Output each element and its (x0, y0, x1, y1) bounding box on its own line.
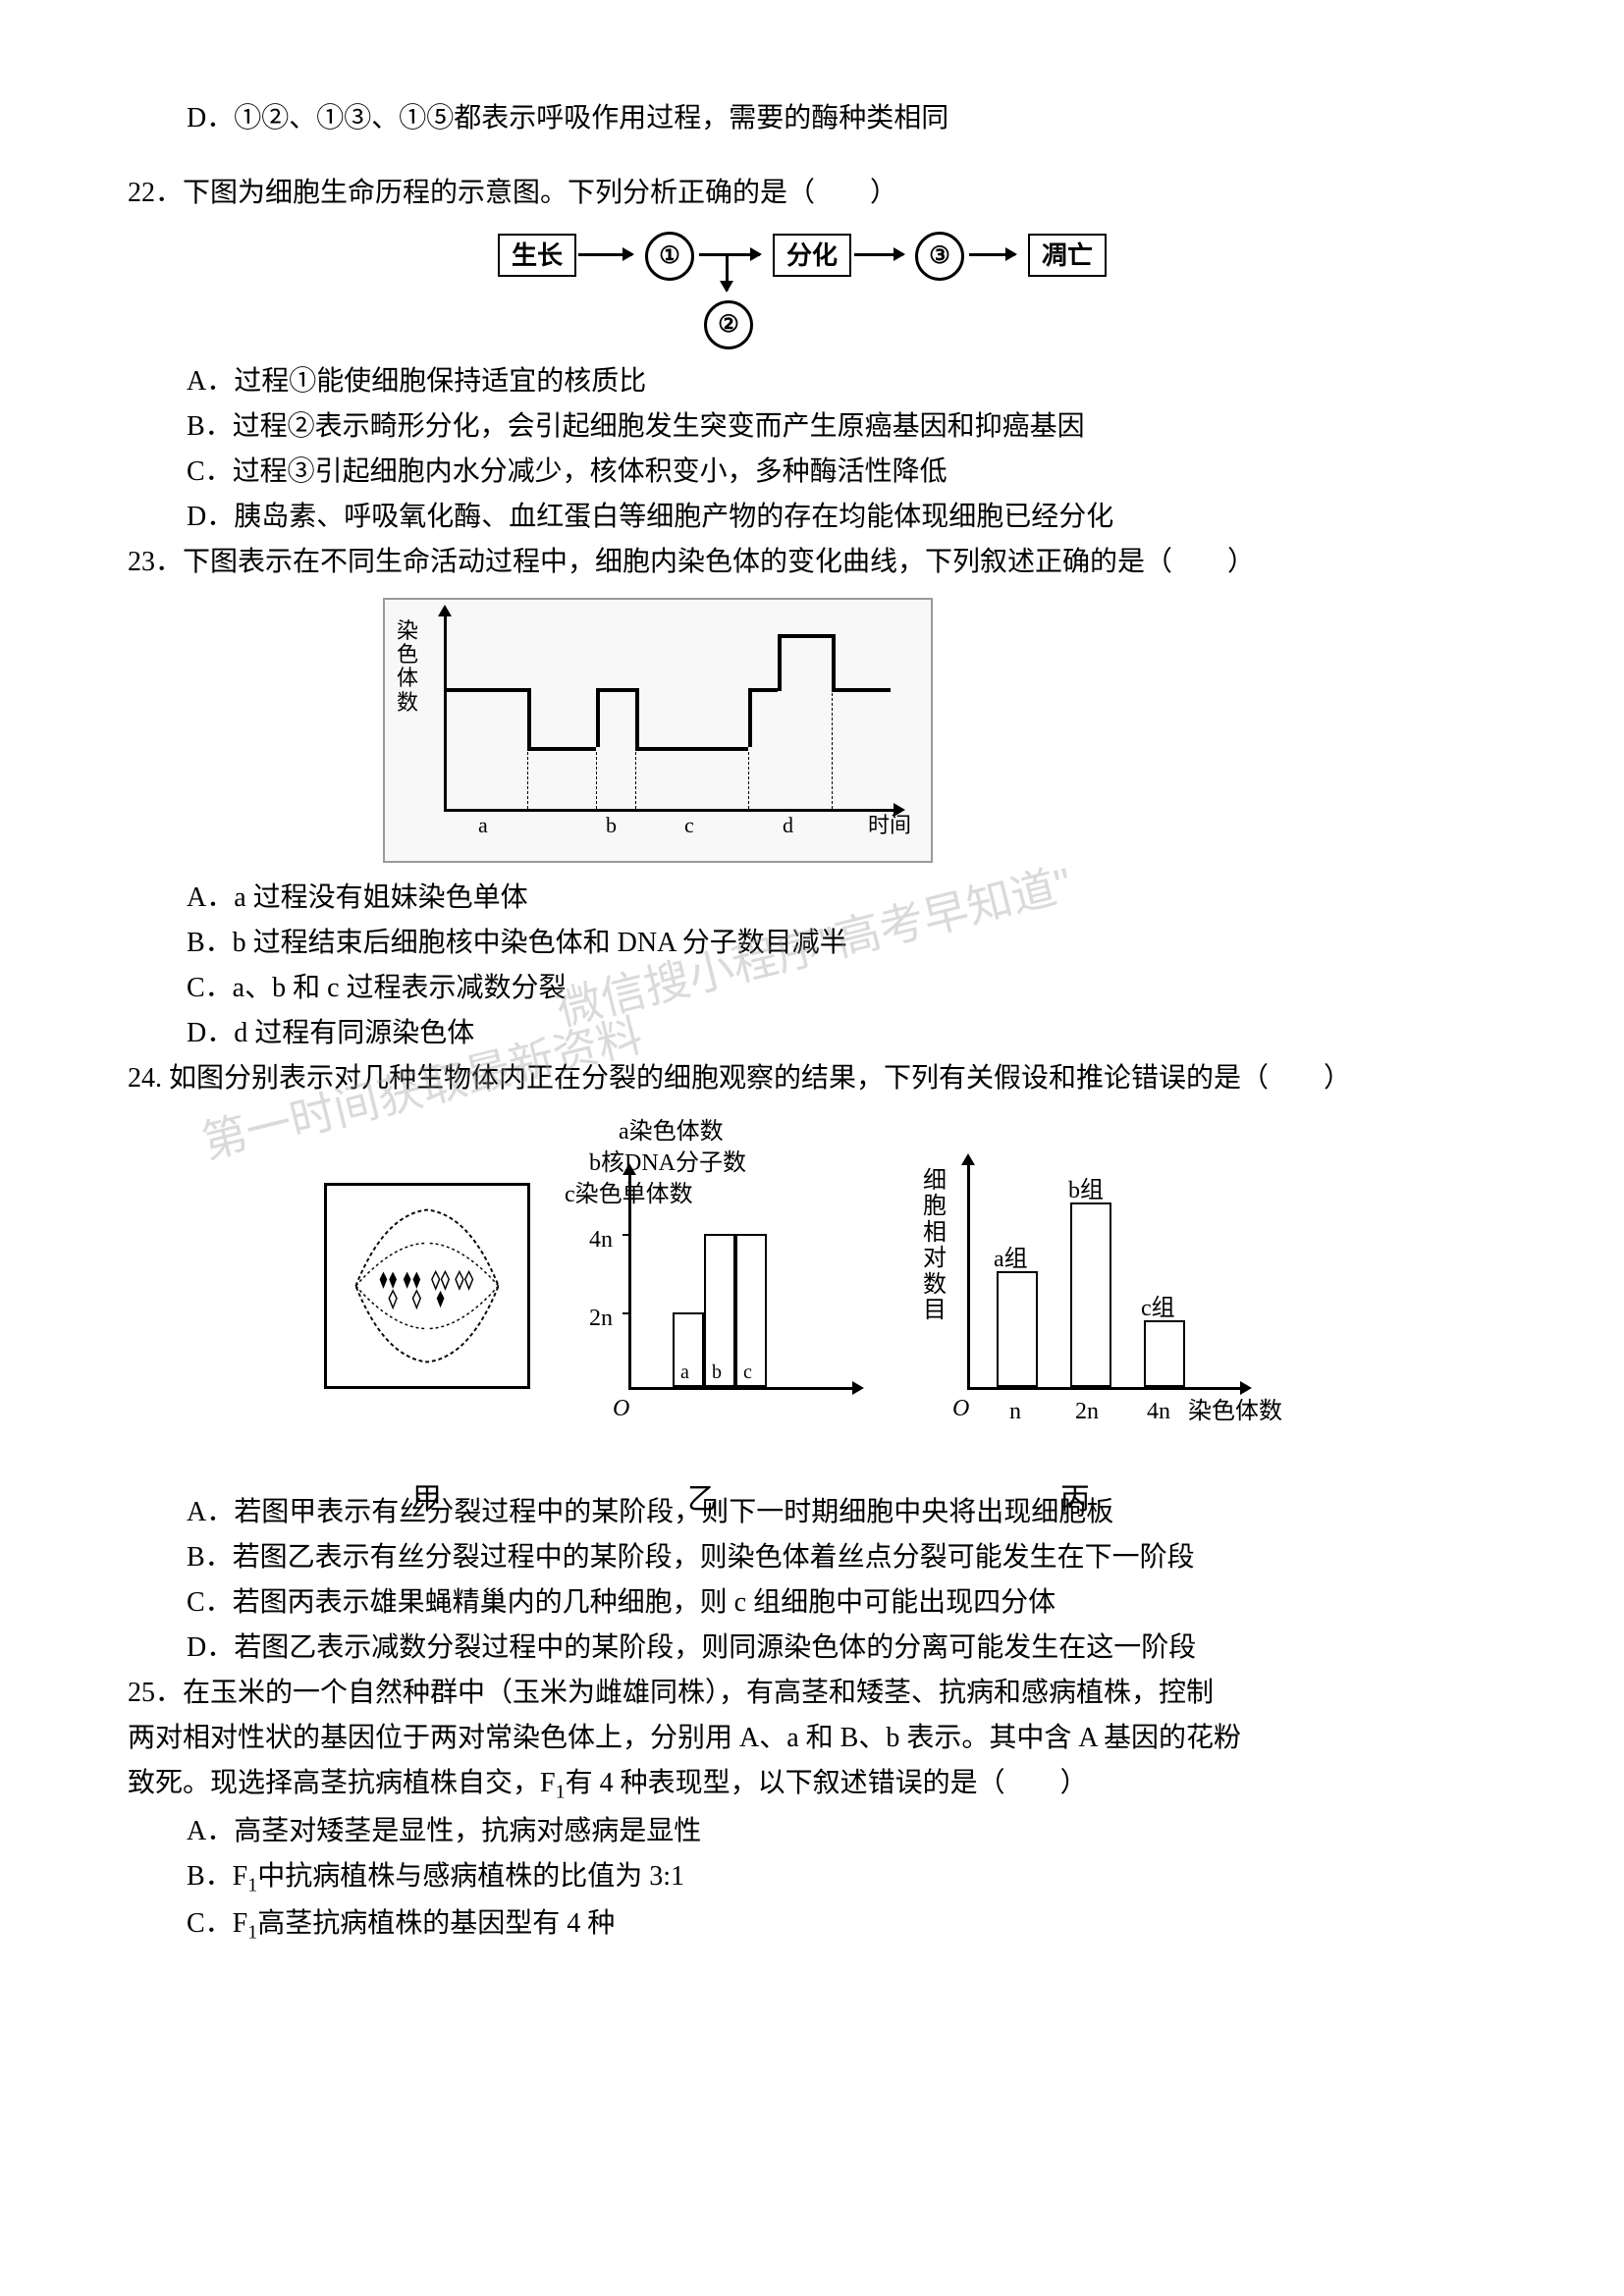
q22-option-c: C．过程③引起细胞内水分减少，核体积变小，多种酶活性降低 (128, 452, 1496, 493)
q23-option-a: A．a 过程没有姐妹染色单体 (128, 878, 1496, 919)
label-c-group: c组 (1141, 1291, 1175, 1326)
q25-option-b: B．F1中抗病植株与感病植株的比值为 3:1 (128, 1856, 1496, 1900)
label-a-group: a组 (994, 1242, 1028, 1277)
bing-xlabel: 染色体数 (1188, 1394, 1282, 1429)
tick-b: b (606, 809, 617, 841)
q25-option-c: C．F1高茎抗病植株的基因型有 4 种 (128, 1903, 1496, 1948)
panel-yi: a染色体数 b核DNA分子数 c染色单体数 4n 2n a b c O (589, 1114, 903, 1448)
yi-origin: O (613, 1391, 629, 1426)
panel-bing: 细胞相对数目 a组 b组 c组 O n 2n 4n 染色体数 (933, 1114, 1296, 1448)
q21-option-d: D．①②、①③、①⑤都表示呼吸作用过程，需要的酶种类相同 (128, 98, 1496, 139)
bing-2n: 2n (1075, 1394, 1099, 1429)
q22-diagram: 生长 ① 分化 ③ 凋亡 ② (498, 224, 1126, 351)
q24-option-c: C．若图丙表示雄果蝇精巢内的几种细胞，则 c 组细胞中可能出现四分体 (128, 1582, 1496, 1624)
q25-stem-2: 两对相对性状的基因位于两对常染色体上，分别用 A、a 和 B、b 表示。其中含 … (128, 1718, 1496, 1759)
q22-option-d: D．胰岛素、呼吸氧化酶、血红蛋白等细胞产物的存在均能体现细胞已经分化 (128, 497, 1496, 538)
q24-stem: 24. 如图分别表示对几种生物体内正在分裂的细胞观察的结果，下列有关假设和推论错… (128, 1058, 1496, 1099)
xlabel: 时间 (868, 809, 911, 841)
arrow (578, 253, 632, 256)
q24-diagram: 甲 a染色体数 b核DNA分子数 c染色单体数 4n 2n a b c O 乙 … (324, 1114, 1306, 1477)
arrow (699, 253, 760, 256)
q22-stem: 22．下图为细胞生命历程的示意图。下列分析正确的是（ ） (128, 173, 1496, 214)
arrow (969, 253, 1015, 256)
panel-jia (324, 1183, 530, 1389)
bing-y-axis (967, 1163, 970, 1389)
y-axis (444, 614, 447, 811)
node-apop: 凋亡 (1028, 234, 1107, 277)
bing-x-axis (967, 1387, 1242, 1390)
q22-option-b: B．过程②表示畸形分化，会引起细胞发生突变而产生原癌基因和抑癌基因 (128, 406, 1496, 448)
x-axis (444, 809, 895, 812)
label-bing: 丙 (1060, 1477, 1090, 1522)
node-grow: 生长 (498, 234, 576, 277)
q23-option-c: C．a、b 和 c 过程表示减数分裂 (128, 968, 1496, 1009)
bar-group-a (997, 1271, 1038, 1387)
tick-a: a (478, 809, 488, 841)
q25-option-a: A．高茎对矮茎是显性，抗病对感病是显性 (128, 1811, 1496, 1852)
yi-4n: 4n (589, 1222, 613, 1257)
bing-n: n (1009, 1394, 1021, 1429)
node-diff: 分化 (773, 234, 851, 277)
bing-ylabel: 细胞相对数目 (923, 1168, 948, 1323)
label-jia: 甲 (412, 1477, 442, 1522)
label-a-bar: a染色体数 (619, 1114, 724, 1149)
q23-chart: 染色体数 a b c d 时间 (383, 598, 933, 863)
arrow-down (726, 256, 729, 291)
label-b-bar: b核DNA分子数 (589, 1146, 746, 1181)
arrow (854, 253, 903, 256)
q25-stem-1: 25．在玉米的一个自然种群中（玉米为雌雄同株），有高茎和矮茎、抗病和感病植株，控… (128, 1673, 1496, 1714)
yi-y-axis (628, 1173, 631, 1389)
node-circle-1: ① (645, 232, 694, 281)
tick-c: c (684, 809, 694, 841)
label-yi: 乙 (687, 1477, 717, 1522)
tick-d: d (783, 809, 793, 841)
q23-ylabel: 染色体数 (397, 619, 418, 715)
q23-stem: 23．下图表示在不同生命活动过程中，细胞内染色体的变化曲线，下列叙述正确的是（ … (128, 542, 1496, 583)
bing-4n: 4n (1147, 1394, 1170, 1429)
q23-option-d: D．d 过程有同源染色体 (128, 1013, 1496, 1054)
node-circle-2: ② (704, 300, 753, 349)
bar-group-c (1144, 1320, 1185, 1387)
q23-option-b: B．b 过程结束后细胞核中染色体和 DNA 分子数目减半 (128, 923, 1496, 964)
bar-group-b (1070, 1202, 1111, 1387)
node-circle-3: ③ (915, 232, 964, 281)
yi-2n: 2n (589, 1301, 613, 1336)
bing-origin: O (952, 1391, 969, 1426)
q24-option-a: A．若图甲表示有丝分裂过程中的某阶段，则下一时期细胞中央将出现细胞板 (128, 1492, 1496, 1533)
q25-stem-3: 致死。现选择高茎抗病植株自交，F1有 4 种表现型，以下叙述错误的是（ ） (128, 1763, 1496, 1807)
q24-option-d: D．若图乙表示减数分裂过程中的某阶段，则同源染色体的分离可能发生在这一阶段 (128, 1628, 1496, 1669)
yi-x-axis (628, 1387, 854, 1390)
q24-option-b: B．若图乙表示有丝分裂过程中的某阶段，则染色体着丝点分裂可能发生在下一阶段 (128, 1537, 1496, 1578)
q22-option-a: A．过程①能使细胞保持适宜的核质比 (128, 361, 1496, 402)
label-b-group: b组 (1068, 1173, 1104, 1208)
